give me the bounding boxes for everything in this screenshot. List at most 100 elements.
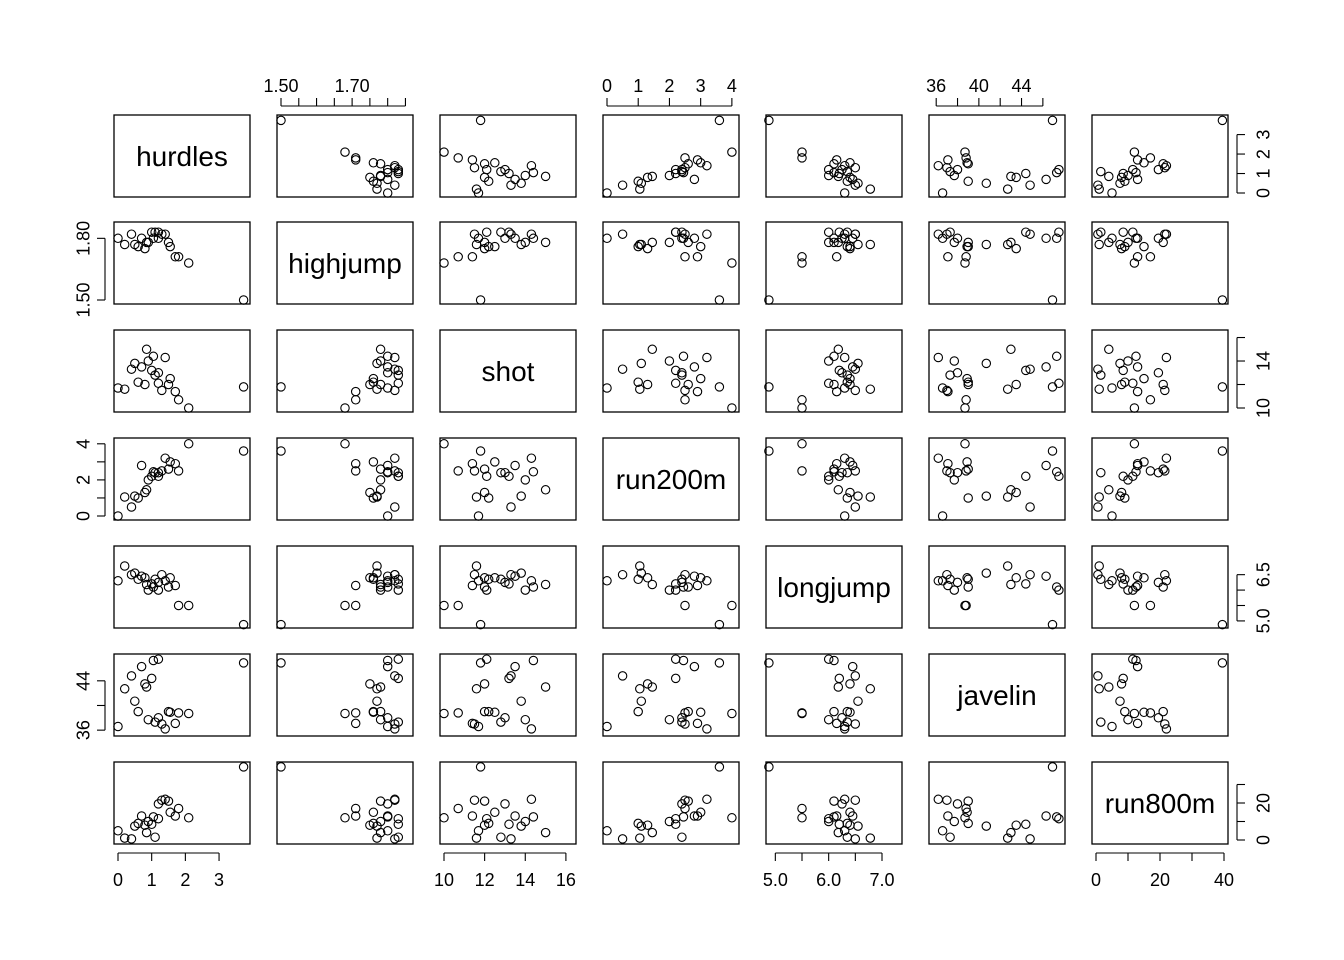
point-run800m-run200m-9 <box>670 819 681 830</box>
point-shot-javelin-3 <box>981 358 992 369</box>
point-shot-hurdles-1 <box>119 384 130 394</box>
x-tick-label: 14 <box>515 870 535 890</box>
point-run800m-hurdles-3 <box>130 821 140 831</box>
point-longjump-hurdles-18 <box>170 580 181 591</box>
point-javelin-hurdles-4 <box>133 706 143 717</box>
point-javelin-highjump-5 <box>382 661 393 672</box>
point-highjump-run800m-1 <box>1094 239 1104 250</box>
point-run800m-longjump-1 <box>865 833 876 843</box>
point-javelin-longjump-7 <box>833 682 844 692</box>
point-highjump-longjump-1 <box>865 239 876 250</box>
y-tick-label: 36 <box>73 720 93 740</box>
point-javelin-longjump-15 <box>839 724 850 734</box>
panel-run200m-vs-run200m: run200m <box>602 437 740 521</box>
point-javelin-hurdles-3 <box>130 696 140 706</box>
point-run200m-javelin-7 <box>1006 485 1016 495</box>
point-highjump-shot-21 <box>475 295 486 305</box>
point-run800m-javelin-15 <box>933 794 944 805</box>
point-shot-javelin-16 <box>963 379 973 390</box>
panel-longjump-vs-run800m <box>1091 545 1229 630</box>
point-highjump-run200m-2 <box>617 229 628 239</box>
point-shot-run800m-11 <box>1096 370 1106 380</box>
point-highjump-run200m-8 <box>664 237 675 248</box>
point-run800m-javelin-7 <box>1006 827 1016 838</box>
point-highjump-run800m-7 <box>1104 237 1114 248</box>
panel-frame <box>439 761 577 845</box>
point-hurdles-run800m-9 <box>1118 168 1128 179</box>
point-javelin-shot-5 <box>510 661 520 672</box>
panel-frame <box>113 653 251 737</box>
panel-longjump-vs-shot <box>439 545 577 630</box>
point-longjump-javelin-14 <box>942 569 952 580</box>
point-longjump-hurdles-13 <box>153 577 164 588</box>
point-javelin-longjump-21 <box>764 658 774 668</box>
point-hurdles-shot-21 <box>475 115 486 126</box>
panel-run800m-vs-shot <box>439 761 577 845</box>
point-javelin-highjump-14 <box>390 719 400 729</box>
point-run200m-longjump-1 <box>865 492 876 502</box>
point-run200m-shot-19 <box>453 466 463 476</box>
panel-frame <box>1091 545 1229 629</box>
point-shot-longjump-8 <box>823 356 834 366</box>
x-tick-label: 0 <box>1091 870 1101 890</box>
point-run200m-run800m-15 <box>1161 453 1172 463</box>
point-run800m-javelin-3 <box>981 821 992 831</box>
x-tick-label: 44 <box>1012 76 1032 96</box>
point-longjump-shot-12 <box>481 585 492 595</box>
point-hurdles-run200m-19 <box>680 153 690 163</box>
point-javelin-longjump-8 <box>823 714 834 725</box>
x-tick-label: 3 <box>214 870 224 890</box>
point-run200m-javelin-14 <box>942 466 952 476</box>
point-run200m-hurdles-20 <box>183 439 194 449</box>
y-tick-label: 0 <box>1253 835 1273 845</box>
point-javelin-highjump-17 <box>368 707 379 718</box>
point-hurdles-highjump-20 <box>340 147 350 157</box>
point-run200m-run800m-19 <box>1145 466 1156 476</box>
point-javelin-run800m-17 <box>1139 707 1149 718</box>
point-run200m-shot-4 <box>483 493 494 503</box>
panel-highjump-vs-highjump: highjump <box>276 221 414 305</box>
point-run800m-run200m-15 <box>702 794 712 805</box>
x-tick-label: 12 <box>475 870 495 890</box>
point-hurdles-javelin-13 <box>952 164 963 175</box>
point-shot-longjump-9 <box>834 365 845 376</box>
point-run800m-hurdles-9 <box>146 819 157 830</box>
x-axis-bottom-run800m: 0 20 40 <box>1091 852 1234 890</box>
point-run800m-hurdles-7 <box>141 827 152 838</box>
point-javelin-hurdles-8 <box>143 714 154 725</box>
point-hurdles-shot-3 <box>516 178 526 189</box>
point-run800m-shot-10 <box>528 812 539 822</box>
point-longjump-shot-18 <box>467 580 478 591</box>
point-longjump-run800m-11 <box>1096 574 1106 585</box>
point-run800m-shot-17 <box>490 807 500 818</box>
point-shot-javelin-12 <box>1054 378 1064 389</box>
point-run200m-javelin-19 <box>961 466 971 476</box>
point-run800m-longjump-3 <box>853 821 863 831</box>
y-tick-label: 0 <box>1253 188 1273 198</box>
point-hurdles-run800m-21 <box>1217 115 1228 126</box>
point-shot-hurdles-13 <box>153 368 164 378</box>
point-shot-run800m-10 <box>1131 351 1141 362</box>
point-longjump-run800m-13 <box>1153 577 1164 588</box>
panel-frame <box>765 437 903 521</box>
point-shot-run800m-2 <box>1093 364 1103 374</box>
point-run200m-hurdles-16 <box>163 464 174 474</box>
point-run200m-run800m-20 <box>1129 439 1140 449</box>
x-tick-label: 7.0 <box>869 870 894 890</box>
panel-frame <box>1091 437 1229 521</box>
point-run200m-shot-8 <box>520 475 531 485</box>
point-hurdles-longjump-2 <box>850 180 861 190</box>
point-run800m-javelin-0 <box>937 826 948 836</box>
point-longjump-run200m-16 <box>683 582 693 592</box>
point-longjump-shot-3 <box>516 568 526 578</box>
point-javelin-run800m-3 <box>1115 696 1125 706</box>
point-shot-javelin-6 <box>1011 379 1021 390</box>
point-run800m-run200m-11 <box>677 832 687 842</box>
point-longjump-javelin-6 <box>1011 573 1021 583</box>
point-run800m-hurdles-1 <box>119 833 130 843</box>
point-run800m-shot-11 <box>496 832 506 842</box>
x-tick-label: 6.0 <box>816 870 841 890</box>
point-run800m-highjump-8 <box>375 816 386 827</box>
point-hurdles-run800m-20 <box>1129 147 1140 157</box>
point-javelin-longjump-2 <box>850 671 861 681</box>
